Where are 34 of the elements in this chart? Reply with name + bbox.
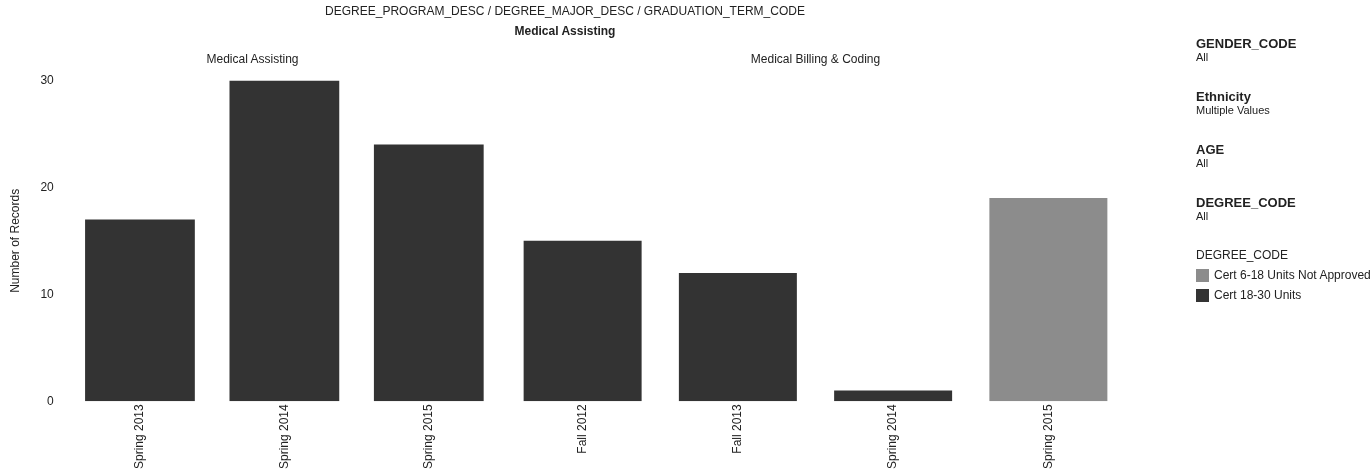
- x-tick-label: Fall 2012: [574, 403, 589, 454]
- x-tick-label: Spring 2014: [276, 403, 291, 469]
- text: All: [1196, 51, 1210, 63]
- x-tick-label: Spring 2015: [421, 403, 436, 469]
- bar: [373, 144, 484, 402]
- legend-label: Cert 18-30 Units: [1214, 288, 1302, 302]
- text: DEGREE_PROGRAM_DESC / DEGREE_MAJOR_DESC / GRADUATION_TERM_CODE: [324, 4, 806, 18]
- text: Medical Assisting: [513, 24, 617, 38]
- chart-title: Medical Assisting: [206, 51, 299, 66]
- text: GENDER_CODE: [1196, 36, 1298, 51]
- y-tick-label: 30: [40, 72, 55, 87]
- y-tick-label: 10: [40, 286, 55, 301]
- legend-label: Cert 6-18 Units Not Approved: [1214, 268, 1370, 282]
- y-tick-label: 0: [47, 393, 55, 408]
- text: Multiple Values: [1196, 104, 1271, 116]
- text: Ethnicity: [1196, 89, 1252, 104]
- y-tick-label: 20: [40, 179, 55, 194]
- bar: [523, 240, 642, 402]
- text: All: [1196, 210, 1210, 222]
- bar: [229, 80, 340, 402]
- bar: [834, 390, 953, 402]
- text: All: [1196, 157, 1210, 169]
- chart-title: Medical Billing & Coding: [750, 51, 881, 66]
- text: DEGREE_CODE: [1196, 195, 1297, 210]
- x-tick-label: Fall 2013: [730, 403, 745, 454]
- text: AGE: [1196, 142, 1226, 157]
- legend-title: DEGREE_CODE: [1196, 248, 1290, 262]
- bar: [678, 272, 797, 402]
- x-tick-label: Spring 2014: [885, 403, 900, 469]
- bar: [989, 198, 1108, 402]
- bar: [85, 219, 195, 402]
- x-tick-label: Spring 2013: [132, 403, 147, 469]
- x-tick-label: Spring 2015: [1040, 403, 1055, 469]
- y-axis-title: Number of Records: [7, 188, 22, 293]
